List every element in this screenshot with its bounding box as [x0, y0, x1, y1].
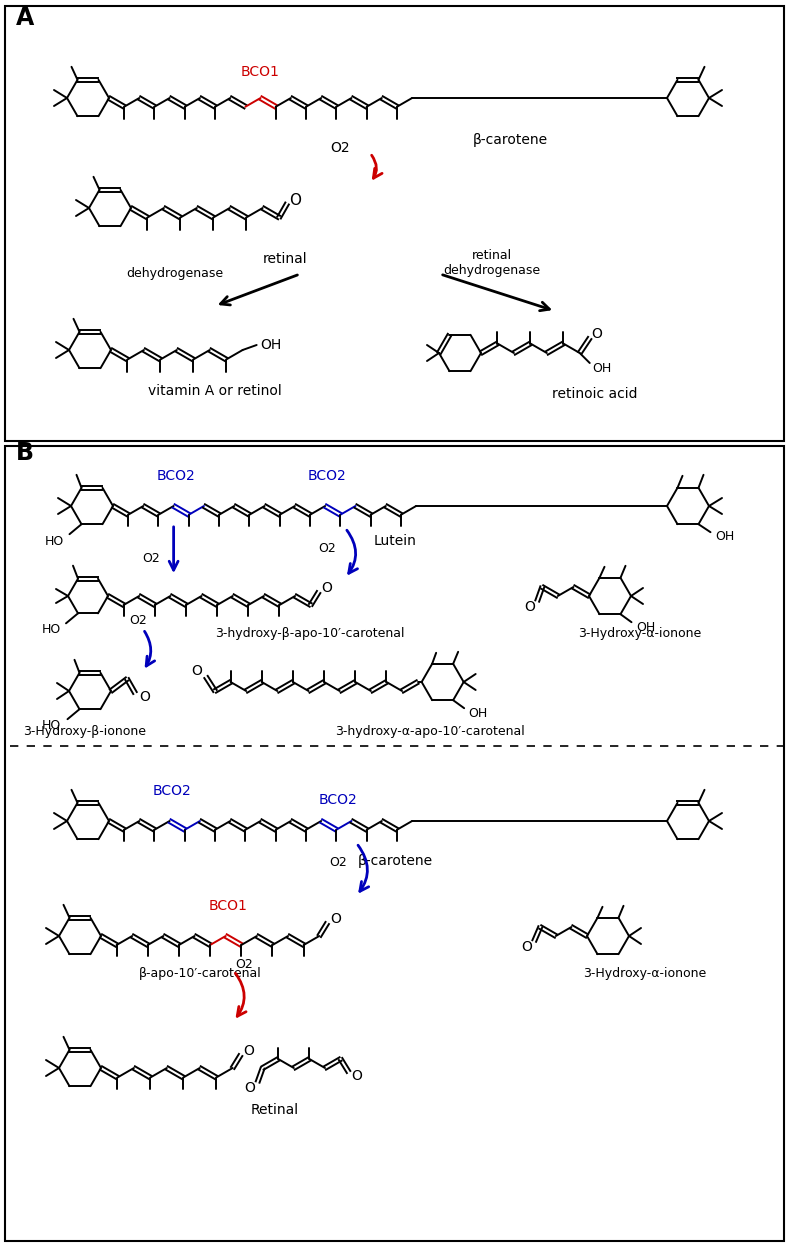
- Text: BCO2: BCO2: [156, 468, 195, 483]
- Text: A: A: [16, 6, 34, 30]
- Text: O: O: [591, 326, 602, 341]
- Text: O: O: [140, 690, 151, 704]
- Text: HO: HO: [45, 535, 64, 548]
- Text: vitamin A or retinol: vitamin A or retinol: [148, 384, 282, 397]
- Text: O: O: [521, 939, 532, 954]
- Bar: [5, 6, 784, 441]
- Text: 3-Hydroxy-α-ionone: 3-Hydroxy-α-ionone: [578, 628, 701, 640]
- Text: 3-hydroxy-α-apo-10′-carotenal: 3-hydroxy-α-apo-10′-carotenal: [335, 724, 525, 738]
- Text: BCO2: BCO2: [152, 784, 191, 797]
- Text: retinoic acid: retinoic acid: [552, 388, 638, 401]
- Text: HO: HO: [42, 719, 61, 731]
- Text: O: O: [524, 601, 535, 614]
- Bar: [5, 446, 784, 1241]
- Text: BCO1: BCO1: [208, 900, 247, 913]
- Text: O: O: [245, 1082, 255, 1095]
- Text: OH: OH: [469, 706, 488, 720]
- Text: retinal: retinal: [263, 252, 307, 265]
- Text: BCO1: BCO1: [241, 65, 280, 78]
- Text: O2: O2: [143, 552, 160, 564]
- Text: O: O: [351, 1069, 362, 1083]
- Text: O: O: [289, 193, 301, 208]
- Text: Retinal: Retinal: [251, 1103, 299, 1116]
- Text: OH: OH: [592, 363, 611, 375]
- Text: O: O: [243, 1044, 254, 1058]
- Text: O: O: [321, 581, 332, 596]
- Text: HO: HO: [41, 623, 61, 635]
- Text: OH: OH: [260, 338, 281, 353]
- Text: 3-Hydroxy-α-ionone: 3-Hydroxy-α-ionone: [583, 967, 707, 981]
- Text: O2: O2: [235, 957, 252, 971]
- Text: B: B: [16, 441, 34, 465]
- Text: O: O: [192, 664, 203, 678]
- Text: O: O: [330, 912, 341, 926]
- Text: retinal
dehydrogenase: retinal dehydrogenase: [443, 249, 540, 277]
- Text: β-carotene: β-carotene: [473, 133, 548, 147]
- Text: dehydrogenase: dehydrogenase: [126, 268, 223, 280]
- Text: 3-hydroxy-β-apo-10′-carotenal: 3-hydroxy-β-apo-10′-carotenal: [215, 628, 405, 640]
- Text: Lutein: Lutein: [373, 535, 417, 548]
- Text: O2: O2: [330, 141, 350, 155]
- Text: β-apo-10′-carotenal: β-apo-10′-carotenal: [139, 967, 261, 981]
- Text: O2: O2: [318, 542, 336, 554]
- Text: 3-Hydroxy-β-ionone: 3-Hydroxy-β-ionone: [24, 724, 147, 738]
- Text: O2: O2: [129, 614, 147, 628]
- Text: β-carotene: β-carotene: [357, 854, 432, 868]
- Text: OH: OH: [715, 530, 734, 543]
- Text: OH: OH: [636, 621, 655, 634]
- Text: BCO2: BCO2: [319, 792, 357, 806]
- Text: BCO2: BCO2: [308, 468, 346, 483]
- Text: O2: O2: [330, 856, 347, 870]
